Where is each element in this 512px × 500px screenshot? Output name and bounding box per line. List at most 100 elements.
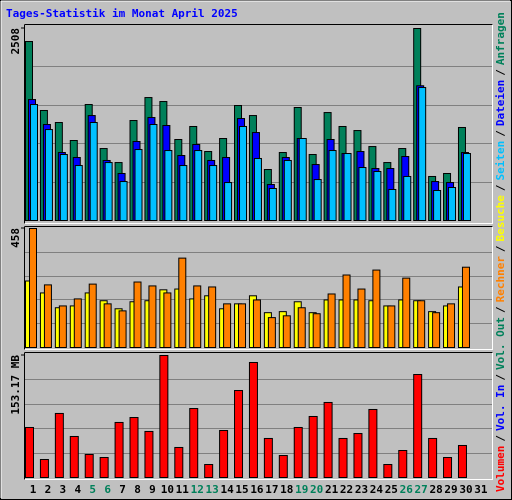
bar xyxy=(163,292,172,348)
x-tick-label: 6 xyxy=(104,483,111,496)
x-tick-label: 28 xyxy=(429,483,442,496)
bar xyxy=(238,303,247,348)
x-tick-label: 4 xyxy=(74,483,81,496)
bar xyxy=(29,228,37,348)
x-tick-label: 30 xyxy=(459,483,472,496)
bar xyxy=(134,149,143,221)
bar xyxy=(403,175,412,222)
bar xyxy=(174,446,184,478)
bar xyxy=(398,449,408,478)
bar xyxy=(278,455,288,478)
x-tick-label: 12 xyxy=(191,483,204,496)
bar xyxy=(223,303,232,348)
x-tick-label: 19 xyxy=(295,483,308,496)
bar xyxy=(402,277,411,349)
bar xyxy=(179,165,188,221)
bar xyxy=(447,303,456,348)
legend: Volumen / Vol. In / Vol. Out / Rechner / Besuche… xyxy=(494,12,507,492)
legend-entry: Anfragen xyxy=(494,12,507,65)
x-tick-label: 26 xyxy=(400,483,414,496)
plot-area xyxy=(24,352,493,480)
bar xyxy=(193,285,202,348)
legend-separator: / xyxy=(494,245,507,252)
bar xyxy=(418,87,427,221)
bar xyxy=(253,157,262,222)
x-tick-label: 14 xyxy=(220,483,234,496)
legend-separator: / xyxy=(494,374,507,381)
y-tick-label: 458 xyxy=(9,228,22,248)
bar xyxy=(54,412,64,479)
y-tick-label: 153.17 MB xyxy=(9,355,22,415)
bar xyxy=(433,189,442,222)
bar xyxy=(239,125,248,221)
bar xyxy=(282,315,291,348)
x-tick-label: 1 xyxy=(30,483,37,496)
bar xyxy=(248,361,258,479)
x-tick-label: 24 xyxy=(370,483,384,496)
bar xyxy=(194,150,203,221)
x-tick-label: 8 xyxy=(134,483,141,496)
bar xyxy=(159,355,169,478)
bar xyxy=(74,165,83,221)
bar xyxy=(308,415,318,479)
bar xyxy=(342,274,351,348)
bar xyxy=(353,433,363,479)
x-tick-label: 15 xyxy=(235,483,248,496)
bar xyxy=(462,153,471,222)
bar xyxy=(461,266,470,348)
bar xyxy=(69,435,79,479)
bar xyxy=(358,167,367,222)
x-tick-label: 3 xyxy=(60,483,67,496)
bar xyxy=(149,124,158,221)
x-tick-label: 11 xyxy=(176,483,190,496)
bar xyxy=(209,165,218,221)
legend-separator: / xyxy=(494,435,507,442)
bar xyxy=(387,305,396,348)
x-tick-label: 2 xyxy=(45,483,52,496)
legend-separator: / xyxy=(494,130,507,137)
bar xyxy=(338,437,348,478)
x-tick-label: 5 xyxy=(89,483,96,496)
bar xyxy=(267,317,276,348)
bar xyxy=(84,453,94,479)
bar xyxy=(432,312,441,349)
legend-separator: / xyxy=(494,69,507,76)
x-tick-label: 25 xyxy=(385,483,398,496)
bar xyxy=(293,426,303,479)
x-tick-label: 9 xyxy=(149,483,156,496)
x-tick-label: 31 xyxy=(474,483,488,496)
bar xyxy=(118,310,127,348)
legend-separator: / xyxy=(494,184,507,191)
legend-entry: Dateien xyxy=(494,80,507,126)
bar xyxy=(368,408,378,479)
bar xyxy=(44,129,53,221)
bar xyxy=(428,437,438,478)
x-tick-label: 7 xyxy=(119,483,126,496)
bar xyxy=(104,162,113,222)
bar xyxy=(283,159,292,222)
chart-title: Tages-Statistik im Monat April 2025 xyxy=(6,7,238,20)
bar xyxy=(313,179,322,221)
bar xyxy=(448,187,457,222)
bar xyxy=(323,401,333,478)
bar xyxy=(328,150,337,221)
bar xyxy=(373,171,382,222)
bar xyxy=(263,437,273,478)
bar xyxy=(357,288,366,349)
bar xyxy=(148,285,157,348)
bar xyxy=(189,408,199,478)
bar xyxy=(164,150,173,221)
bar xyxy=(312,313,321,349)
legend-entry: Vol. In xyxy=(494,385,507,431)
x-tick-label: 29 xyxy=(444,483,457,496)
bar xyxy=(25,426,34,479)
x-tick-label: 16 xyxy=(250,483,264,496)
bar xyxy=(457,444,467,479)
x-tick-label: 13 xyxy=(206,483,219,496)
legend-separator: / xyxy=(494,306,507,313)
bar xyxy=(133,281,142,348)
bar xyxy=(144,430,154,478)
bar xyxy=(443,457,453,479)
bar xyxy=(372,269,381,348)
bar xyxy=(268,188,277,221)
